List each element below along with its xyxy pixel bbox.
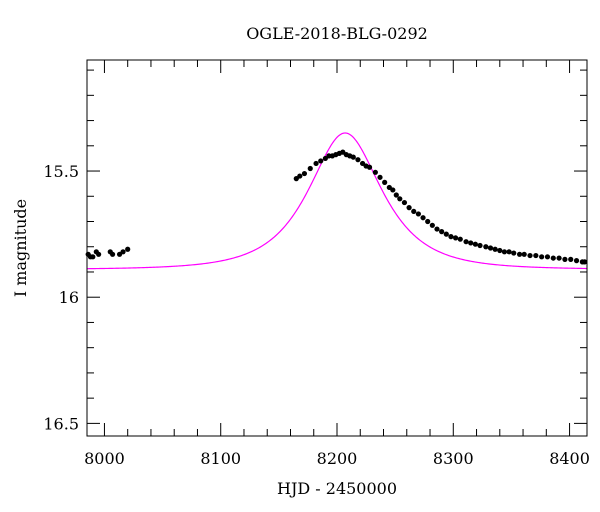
x-tick-label: 8400: [549, 449, 590, 468]
data-point: [443, 231, 449, 237]
plot-area: [85, 59, 588, 437]
data-point: [468, 240, 474, 246]
data-point: [429, 222, 435, 228]
data-point: [439, 229, 445, 235]
data-points-layer: [85, 149, 588, 265]
data-point: [521, 251, 527, 257]
y-axis-label: I magnitude: [11, 199, 30, 297]
x-tick-labels: 8000 8100 8200 8300 8400: [84, 449, 590, 468]
x-tick-label: 8000: [84, 449, 125, 468]
data-point: [401, 199, 408, 206]
data-point: [90, 254, 96, 260]
data-point: [415, 211, 421, 217]
data-point: [448, 234, 454, 240]
data-point: [527, 252, 533, 259]
data-point: [350, 154, 356, 160]
data-point: [109, 251, 116, 257]
data-point: [318, 158, 324, 164]
x-axis-label: HJD - 2450000: [277, 479, 397, 498]
data-point: [125, 246, 131, 252]
y-tick-label: 16: [59, 288, 79, 307]
data-point: [372, 169, 378, 175]
y-tick-label: 15.5: [43, 162, 79, 181]
data-point: [562, 256, 568, 262]
data-point: [366, 164, 373, 170]
data-point: [420, 215, 426, 221]
data-point: [434, 226, 440, 232]
data-point: [483, 244, 489, 250]
axis-ticks: [87, 60, 587, 436]
data-point: [96, 251, 102, 257]
data-point: [533, 252, 539, 259]
plot-frame: [86, 59, 588, 437]
data-point: [377, 174, 383, 180]
data-point: [497, 247, 503, 254]
data-point: [397, 196, 403, 202]
data-point: [301, 170, 308, 177]
data-point: [506, 249, 512, 255]
data-point: [307, 165, 313, 172]
data-point: [516, 251, 523, 257]
data-point: [539, 254, 545, 260]
data-point: [411, 208, 417, 215]
data-point: [582, 259, 588, 265]
data-point: [453, 235, 459, 241]
data-point: [457, 236, 463, 242]
data-point: [355, 157, 361, 163]
data-point: [472, 241, 478, 247]
y-tick-label: 16.5: [43, 414, 79, 433]
data-point: [573, 258, 580, 264]
chart-title: OGLE-2018-BLG-0292: [246, 24, 428, 43]
x-tick-label: 8200: [317, 449, 358, 468]
x-tick-label: 8100: [200, 449, 241, 468]
data-point: [544, 254, 551, 260]
x-tick-label: 8300: [433, 449, 474, 468]
model-curve: [86, 132, 588, 270]
data-point: [556, 255, 562, 261]
data-point: [313, 160, 319, 167]
data-point: [501, 249, 508, 255]
data-point: [568, 256, 574, 262]
data-point: [550, 255, 556, 261]
data-point: [511, 250, 517, 256]
data-point: [406, 205, 412, 211]
data-point: [120, 249, 126, 255]
y-tick-labels: 15.5 16 16.5: [43, 162, 79, 433]
data-point: [477, 242, 483, 249]
data-point: [382, 179, 388, 185]
data-point: [492, 246, 498, 252]
data-point: [425, 218, 431, 225]
model-curve-layer: [86, 132, 588, 270]
data-point: [487, 245, 494, 251]
data-point: [393, 192, 399, 198]
data-point: [463, 239, 469, 245]
data-point: [297, 173, 303, 179]
data-point: [390, 187, 396, 193]
